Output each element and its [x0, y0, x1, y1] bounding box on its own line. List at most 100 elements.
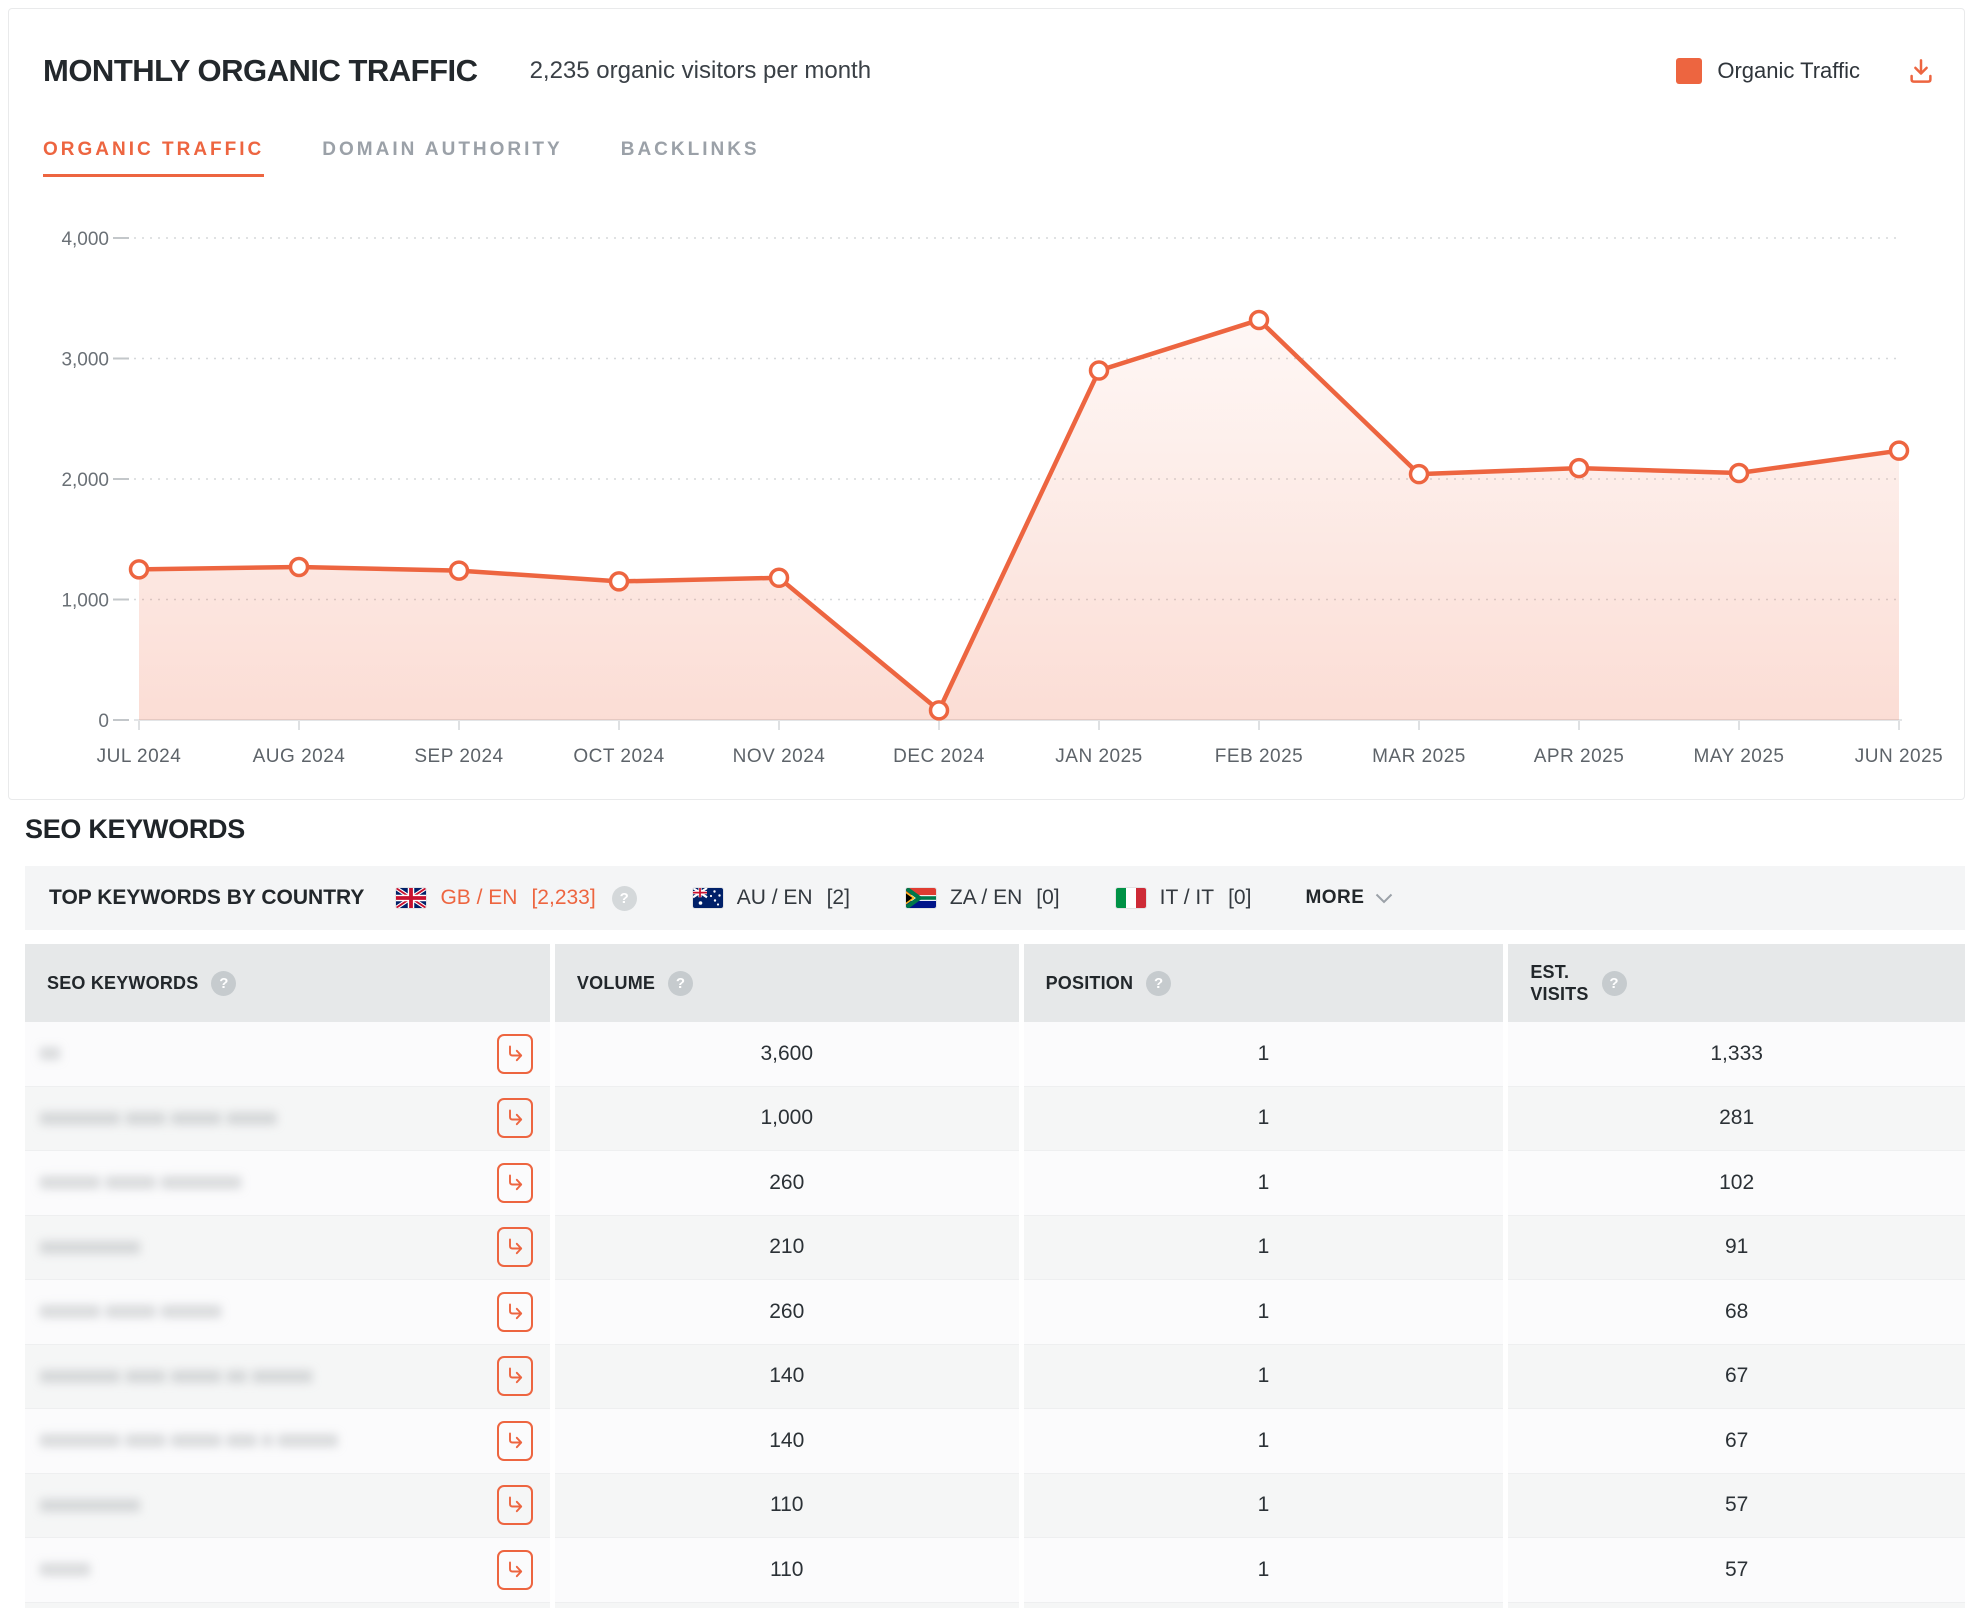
chart-tab[interactable]: BACKLINKS — [620, 139, 760, 160]
volume-cell: 260 — [554, 1280, 1019, 1345]
keyword-cell: xx — [25, 1022, 550, 1087]
table-row: xxxxx 110 1 57 — [25, 1538, 1965, 1603]
column-header: VOLUME — [554, 944, 1019, 1022]
card-header: MONTHLY ORGANIC TRAFFIC 2,235 organic vi… — [43, 53, 1936, 89]
keyword-cell: xxxxxxxxxx — [25, 1215, 550, 1280]
keyword-redacted: xx — [40, 1042, 60, 1065]
position-cell: 1 — [1023, 1086, 1504, 1151]
volume-cell: 140 — [554, 1409, 1019, 1474]
keyword-cell: xxxxxxxx xxxx xxxxx xxxxx — [25, 1086, 550, 1151]
goto-arrow-icon — [508, 1174, 523, 1190]
table-row: xxxxxxxx xxxx xxxxx xxx x xxxxxx 140 1 6… — [25, 1409, 1965, 1474]
table-body: xx 3,600 1 1,333 xxxxxxxx xxxx xxxxx xxx… — [25, 1022, 1965, 1603]
goto-arrow-icon — [508, 1432, 523, 1448]
keyword-redacted: xxxxx — [40, 1558, 90, 1581]
legend-label: Organic Traffic — [1717, 58, 1860, 83]
keyword-redacted: xxxxxxxxxx — [40, 1235, 140, 1258]
country-tab[interactable]: IT / IT [0] — [1115, 886, 1251, 910]
keyword-redacted: xxxxxxxxxx — [40, 1493, 140, 1516]
country-tab[interactable]: ZA / EN [0] — [905, 886, 1060, 910]
table-row: xxxxxx xxxxx xxxxxx 260 1 68 — [25, 1280, 1965, 1345]
svg-text:0: 0 — [98, 711, 109, 732]
goto-arrow-icon — [508, 1303, 523, 1319]
position-cell: 1 — [1023, 1409, 1504, 1474]
table-row: xxxxxxxxxx 110 1 57 — [25, 1473, 1965, 1538]
volume-cell: 260 — [554, 1151, 1019, 1216]
help-icon[interactable] — [668, 970, 694, 996]
est-visits-cell: 68 — [1508, 1280, 1965, 1345]
flag-gb-icon — [396, 888, 427, 908]
svg-text:FEB 2025: FEB 2025 — [1215, 746, 1304, 767]
svg-text:MAY 2025: MAY 2025 — [1694, 746, 1785, 767]
open-keyword-button[interactable] — [496, 1291, 533, 1332]
help-icon[interactable] — [1146, 970, 1172, 996]
more-button[interactable]: MORE — [1305, 887, 1393, 909]
download-button[interactable] — [1906, 56, 1936, 86]
position-cell: 1 — [1023, 1344, 1504, 1409]
goto-arrow-icon — [508, 1367, 523, 1384]
est-visits-cell: 102 — [1508, 1151, 1965, 1216]
country-bar-label: TOP KEYWORDS BY COUNTRY — [49, 886, 365, 909]
goto-arrow-icon — [508, 1238, 523, 1255]
est-visits-cell: 1,333 — [1508, 1022, 1965, 1087]
position-cell: 1 — [1023, 1022, 1504, 1087]
keywords-table: SEO KEYWORDS VOLUME POSITION EST.VISITS … — [25, 944, 1965, 1608]
svg-text:JUN 2025: JUN 2025 — [1855, 746, 1944, 767]
est-visits-cell: 67 — [1508, 1344, 1965, 1409]
flag-au-icon — [692, 888, 723, 908]
card-title: MONTHLY ORGANIC TRAFFIC — [43, 53, 478, 88]
help-icon[interactable] — [211, 970, 237, 996]
table-row: xx 3,600 1 1,333 — [25, 1022, 1965, 1087]
est-visits-cell: 91 — [1508, 1215, 1965, 1280]
column-header: EST. VISITS — [1508, 944, 1965, 1022]
est-visits-cell: 57 — [1508, 1473, 1965, 1538]
open-keyword-button[interactable] — [496, 1485, 533, 1526]
volume-cell: 3,600 — [554, 1022, 1019, 1087]
svg-text:AUG 2024: AUG 2024 — [253, 746, 346, 767]
open-keyword-button[interactable] — [496, 1356, 533, 1397]
open-keyword-button[interactable] — [496, 1420, 533, 1461]
flag-it-icon — [1115, 888, 1146, 908]
keyword-redacted: xxxxxx xxxxx xxxxxx — [40, 1300, 222, 1323]
country-tabs: GB / EN [2,233] AU / EN [2] ZA / EN [0] … — [396, 885, 1251, 911]
table-row: xxxxxx xxxxx xxxxxxxx 260 1 102 — [25, 1151, 1965, 1216]
open-keyword-button[interactable] — [496, 1162, 533, 1203]
help-icon[interactable] — [1601, 970, 1627, 996]
keyword-cell: xxxxxxxx xxxx xxxxx xx xxxxxx — [25, 1344, 550, 1409]
column-header: SEO KEYWORDS — [25, 944, 550, 1022]
help-icon[interactable] — [611, 885, 637, 911]
goto-arrow-icon — [508, 1496, 523, 1513]
keyword-cell: xxxxxxxx xxxx xxxxx xxx x xxxxxx — [25, 1409, 550, 1474]
svg-text:4,000: 4,000 — [61, 229, 109, 250]
open-keyword-button[interactable] — [496, 1227, 533, 1268]
open-keyword-button[interactable] — [496, 1033, 533, 1074]
keyword-cell: xxxxxxxxxx — [25, 1473, 550, 1538]
country-tab[interactable]: AU / EN [2] — [692, 886, 850, 910]
traffic-chart: 0 1,000 2,000 3,000 4,000 JUL 2024 AUG 2024 SEP… — [61, 229, 1944, 767]
volume-cell: 140 — [554, 1344, 1019, 1409]
chart-tab[interactable]: DOMAIN AUTHORITY — [322, 139, 563, 160]
country-bar: TOP KEYWORDS BY COUNTRY GB / EN [2,233] … — [25, 866, 1965, 930]
keyword-cell: xxxxxx xxxxx xxxxxx — [25, 1280, 550, 1345]
more-label: MORE — [1305, 887, 1365, 908]
legend-swatch-icon — [1676, 58, 1703, 84]
keyword-redacted: xxxxxxxx xxxx xxxxx xx xxxxxx — [40, 1364, 313, 1387]
svg-text:MAR 2025: MAR 2025 — [1372, 746, 1466, 767]
country-tab[interactable]: GB / EN [2,233] — [396, 885, 637, 911]
position-cell: 1 — [1023, 1538, 1504, 1603]
keyword-redacted: xxxxxx xxxxx xxxxxxxx — [40, 1171, 242, 1194]
goto-arrow-icon — [508, 1561, 523, 1577]
est-visits-cell: 67 — [1508, 1409, 1965, 1474]
open-keyword-button[interactable] — [496, 1098, 533, 1139]
svg-text:3,000: 3,000 — [61, 350, 109, 371]
chart-tab[interactable]: ORGANIC TRAFFIC — [43, 139, 265, 177]
chart-legend[interactable]: Organic Traffic — [1676, 58, 1860, 84]
position-cell: 1 — [1023, 1215, 1504, 1280]
est-visits-cell: 57 — [1508, 1538, 1965, 1603]
download-icon — [1910, 59, 1932, 83]
open-keyword-button[interactable] — [496, 1549, 533, 1590]
position-cell: 1 — [1023, 1151, 1504, 1216]
position-cell: 1 — [1023, 1473, 1504, 1538]
svg-text:2,000: 2,000 — [61, 470, 109, 491]
